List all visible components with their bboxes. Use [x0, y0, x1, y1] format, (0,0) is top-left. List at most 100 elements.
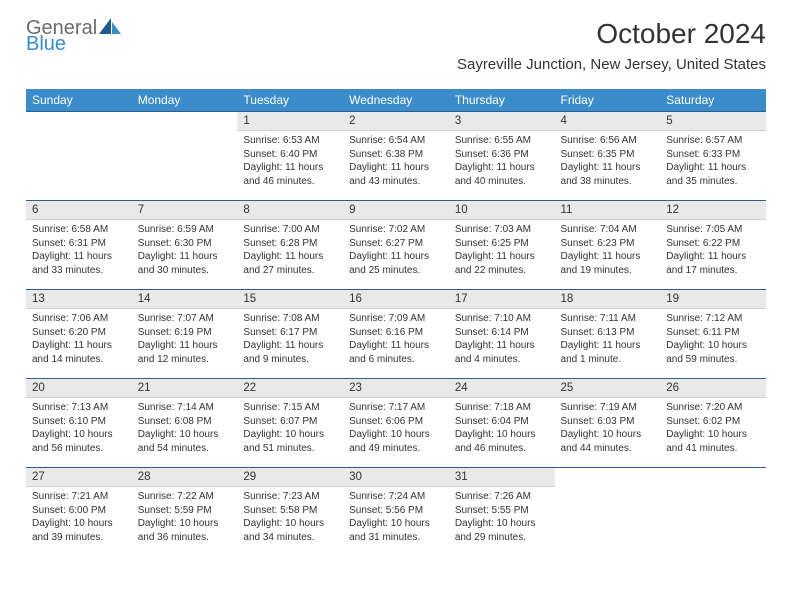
day-number-cell: [660, 468, 766, 487]
day-details: Sunrise: 7:11 AMSunset: 6:13 PMDaylight:…: [555, 309, 661, 372]
sail-icon: [99, 18, 121, 34]
day-number-cell: 18: [555, 290, 661, 309]
daylight-text: Daylight: 11 hours and 17 minutes.: [666, 250, 760, 277]
day-content-cell: Sunrise: 7:15 AMSunset: 6:07 PMDaylight:…: [237, 398, 343, 468]
sunset-text: Sunset: 6:20 PM: [32, 326, 126, 340]
sunrise-text: Sunrise: 7:17 AM: [349, 401, 443, 415]
day-content-cell: Sunrise: 6:56 AMSunset: 6:35 PMDaylight:…: [555, 131, 661, 201]
day-number-cell: 4: [555, 112, 661, 131]
daylight-text: Daylight: 10 hours and 54 minutes.: [138, 428, 232, 455]
daylight-text: Daylight: 11 hours and 33 minutes.: [32, 250, 126, 277]
weekday-header: Wednesday: [343, 89, 449, 112]
day-content-cell: Sunrise: 6:58 AMSunset: 6:31 PMDaylight:…: [26, 220, 132, 290]
day-number-cell: 25: [555, 379, 661, 398]
day-number-cell: 5: [660, 112, 766, 131]
daylight-text: Daylight: 11 hours and 6 minutes.: [349, 339, 443, 366]
day-number-cell: 29: [237, 468, 343, 487]
sunrise-text: Sunrise: 7:07 AM: [138, 312, 232, 326]
day-details: Sunrise: 7:17 AMSunset: 6:06 PMDaylight:…: [343, 398, 449, 461]
day-content-cell: Sunrise: 7:13 AMSunset: 6:10 PMDaylight:…: [26, 398, 132, 468]
day-number-cell: 22: [237, 379, 343, 398]
sunset-text: Sunset: 6:27 PM: [349, 237, 443, 251]
sunset-text: Sunset: 6:31 PM: [32, 237, 126, 251]
day-details: Sunrise: 7:18 AMSunset: 6:04 PMDaylight:…: [449, 398, 555, 461]
sunset-text: Sunset: 6:33 PM: [666, 148, 760, 162]
sunset-text: Sunset: 6:08 PM: [138, 415, 232, 429]
day-details: Sunrise: 7:04 AMSunset: 6:23 PMDaylight:…: [555, 220, 661, 283]
daylight-text: Daylight: 11 hours and 14 minutes.: [32, 339, 126, 366]
sunset-text: Sunset: 6:00 PM: [32, 504, 126, 518]
day-details: Sunrise: 7:19 AMSunset: 6:03 PMDaylight:…: [555, 398, 661, 461]
daylight-text: Daylight: 10 hours and 44 minutes.: [561, 428, 655, 455]
day-details: Sunrise: 7:09 AMSunset: 6:16 PMDaylight:…: [343, 309, 449, 372]
daylight-text: Daylight: 11 hours and 27 minutes.: [243, 250, 337, 277]
day-details: Sunrise: 7:07 AMSunset: 6:19 PMDaylight:…: [132, 309, 238, 372]
day-content-cell: Sunrise: 7:26 AMSunset: 5:55 PMDaylight:…: [449, 487, 555, 557]
sunset-text: Sunset: 6:25 PM: [455, 237, 549, 251]
day-details: Sunrise: 7:08 AMSunset: 6:17 PMDaylight:…: [237, 309, 343, 372]
day-content-cell: Sunrise: 7:00 AMSunset: 6:28 PMDaylight:…: [237, 220, 343, 290]
weekday-header: Monday: [132, 89, 238, 112]
daylight-text: Daylight: 10 hours and 34 minutes.: [243, 517, 337, 544]
weekday-header-row: SundayMondayTuesdayWednesdayThursdayFrid…: [26, 89, 766, 112]
day-number-cell: 31: [449, 468, 555, 487]
daylight-text: Daylight: 11 hours and 25 minutes.: [349, 250, 443, 277]
daylight-text: Daylight: 10 hours and 29 minutes.: [455, 517, 549, 544]
day-content-cell: Sunrise: 7:04 AMSunset: 6:23 PMDaylight:…: [555, 220, 661, 290]
sunrise-text: Sunrise: 7:23 AM: [243, 490, 337, 504]
day-details: Sunrise: 6:53 AMSunset: 6:40 PMDaylight:…: [237, 131, 343, 194]
sunrise-text: Sunrise: 6:56 AM: [561, 134, 655, 148]
sunrise-text: Sunrise: 7:21 AM: [32, 490, 126, 504]
day-number-cell: 10: [449, 201, 555, 220]
day-content-cell: Sunrise: 6:53 AMSunset: 6:40 PMDaylight:…: [237, 131, 343, 201]
weekday-header: Friday: [555, 89, 661, 112]
day-number-cell: 6: [26, 201, 132, 220]
day-number-cell: 16: [343, 290, 449, 309]
day-number-row: 12345: [26, 112, 766, 131]
sunset-text: Sunset: 6:11 PM: [666, 326, 760, 340]
day-content-row: Sunrise: 7:06 AMSunset: 6:20 PMDaylight:…: [26, 309, 766, 379]
sunrise-text: Sunrise: 6:59 AM: [138, 223, 232, 237]
day-details: Sunrise: 7:10 AMSunset: 6:14 PMDaylight:…: [449, 309, 555, 372]
day-content-cell: Sunrise: 7:11 AMSunset: 6:13 PMDaylight:…: [555, 309, 661, 379]
sunrise-text: Sunrise: 7:06 AM: [32, 312, 126, 326]
day-number-cell: 21: [132, 379, 238, 398]
day-content-cell: Sunrise: 7:08 AMSunset: 6:17 PMDaylight:…: [237, 309, 343, 379]
day-number-cell: 30: [343, 468, 449, 487]
weekday-header: Sunday: [26, 89, 132, 112]
daylight-text: Daylight: 11 hours and 43 minutes.: [349, 161, 443, 188]
sunset-text: Sunset: 6:30 PM: [138, 237, 232, 251]
sunset-text: Sunset: 6:28 PM: [243, 237, 337, 251]
day-content-cell: Sunrise: 7:17 AMSunset: 6:06 PMDaylight:…: [343, 398, 449, 468]
day-details: Sunrise: 7:20 AMSunset: 6:02 PMDaylight:…: [660, 398, 766, 461]
day-content-cell: [660, 487, 766, 557]
day-details: Sunrise: 7:02 AMSunset: 6:27 PMDaylight:…: [343, 220, 449, 283]
day-number-cell: 24: [449, 379, 555, 398]
day-content-cell: Sunrise: 7:21 AMSunset: 6:00 PMDaylight:…: [26, 487, 132, 557]
sunrise-text: Sunrise: 7:03 AM: [455, 223, 549, 237]
sunrise-text: Sunrise: 7:13 AM: [32, 401, 126, 415]
sunset-text: Sunset: 6:17 PM: [243, 326, 337, 340]
daylight-text: Daylight: 10 hours and 36 minutes.: [138, 517, 232, 544]
sunset-text: Sunset: 6:04 PM: [455, 415, 549, 429]
day-content-cell: Sunrise: 6:57 AMSunset: 6:33 PMDaylight:…: [660, 131, 766, 201]
daylight-text: Daylight: 10 hours and 41 minutes.: [666, 428, 760, 455]
sunrise-text: Sunrise: 6:58 AM: [32, 223, 126, 237]
day-number-cell: 14: [132, 290, 238, 309]
daylight-text: Daylight: 11 hours and 9 minutes.: [243, 339, 337, 366]
daylight-text: Daylight: 10 hours and 39 minutes.: [32, 517, 126, 544]
day-details: Sunrise: 7:22 AMSunset: 5:59 PMDaylight:…: [132, 487, 238, 550]
day-content-cell: Sunrise: 7:05 AMSunset: 6:22 PMDaylight:…: [660, 220, 766, 290]
daylight-text: Daylight: 10 hours and 49 minutes.: [349, 428, 443, 455]
day-details: Sunrise: 7:13 AMSunset: 6:10 PMDaylight:…: [26, 398, 132, 461]
sunset-text: Sunset: 6:14 PM: [455, 326, 549, 340]
sunrise-text: Sunrise: 7:15 AM: [243, 401, 337, 415]
day-content-cell: Sunrise: 7:02 AMSunset: 6:27 PMDaylight:…: [343, 220, 449, 290]
day-number-cell: 11: [555, 201, 661, 220]
sunrise-text: Sunrise: 7:20 AM: [666, 401, 760, 415]
day-content-row: Sunrise: 6:58 AMSunset: 6:31 PMDaylight:…: [26, 220, 766, 290]
day-number-cell: 1: [237, 112, 343, 131]
day-details: Sunrise: 6:55 AMSunset: 6:36 PMDaylight:…: [449, 131, 555, 194]
sunrise-text: Sunrise: 6:54 AM: [349, 134, 443, 148]
daylight-text: Daylight: 10 hours and 31 minutes.: [349, 517, 443, 544]
